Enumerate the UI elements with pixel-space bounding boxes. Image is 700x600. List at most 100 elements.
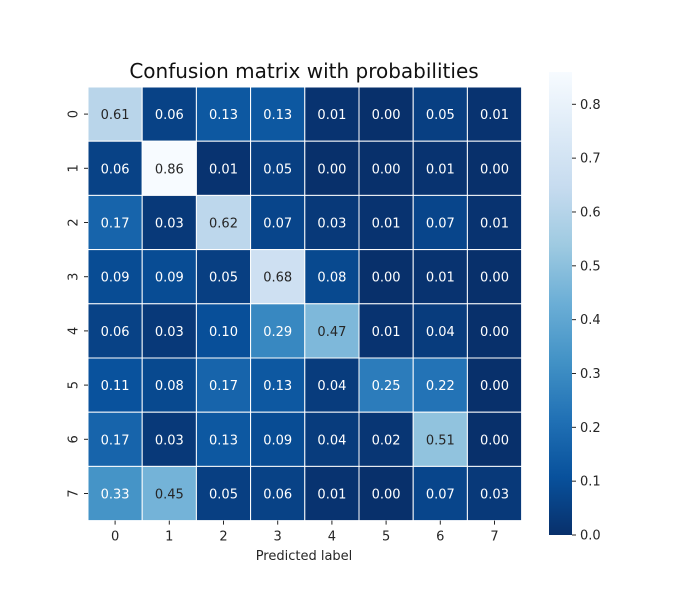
heatmap-cell-2-7: [466, 194, 523, 251]
heatmap-cell-5-4: [304, 357, 360, 413]
cell-value-label: 0.01: [372, 217, 401, 232]
x-tick-label: 6: [436, 530, 444, 545]
colorbar: [549, 72, 572, 535]
cell-value-label: 0.04: [317, 433, 346, 448]
heatmap-cell-1-1: [141, 140, 197, 196]
y-tick-label: 1: [67, 164, 82, 172]
heatmap-cell-6-1: [141, 411, 197, 467]
cell-value-label: 0.45: [155, 488, 184, 503]
heatmap-cells: 0.61 0.06 0.13 0.13 0.01 0.00 0.05 0.01 0.06 0.86…: [87, 86, 523, 522]
heatmap-cell-4-7: [466, 303, 523, 359]
heatmap-cell-2-1: [141, 194, 197, 251]
cell-value-label: 0.09: [263, 433, 292, 448]
cell-value-label: 0.05: [209, 271, 238, 286]
cell-value-label: 0.07: [426, 488, 455, 503]
cell-value-label: 0.68: [263, 271, 292, 286]
cell-value-label: 0.04: [317, 379, 346, 394]
y-tick-label: 5: [67, 381, 82, 389]
y-tick-label: 7: [67, 489, 82, 497]
cell-value-label: 0.29: [263, 325, 292, 340]
heatmap-cell-5-6: [412, 357, 468, 413]
cell-value-label: 0.06: [101, 325, 130, 340]
heatmap-cell-1-5: [358, 140, 414, 196]
cell-value-label: 0.61: [101, 108, 130, 123]
colorbar-tick-label: 0.5: [580, 259, 601, 274]
colorbar-axis: 0.0 0.1 0.2 0.3 0.4 0.5 0.6 0.7 0.8: [572, 98, 601, 544]
cell-value-label: 0.03: [155, 433, 184, 448]
heatmap-cell-0-7: [466, 86, 523, 142]
cell-value-label: 0.01: [317, 108, 346, 123]
cell-value-label: 0.10: [209, 325, 238, 340]
heatmap-cell-2-4: [304, 194, 360, 251]
x-tick-label: 3: [274, 530, 282, 545]
x-tick-label: 1: [165, 530, 173, 545]
cell-value-label: 0.09: [101, 271, 130, 286]
cell-value-label: 0.08: [155, 379, 184, 394]
cell-value-label: 0.06: [101, 162, 130, 177]
y-tick-label: 6: [67, 435, 82, 443]
heatmap-cell-5-7: [466, 357, 523, 413]
heatmap-cell-3-0: [87, 249, 143, 305]
cell-value-label: 0.08: [317, 271, 346, 286]
colorbar-tick-label: 0.6: [580, 205, 601, 220]
heatmap-cell-7-2: [195, 465, 252, 522]
cell-value-label: 0.11: [101, 379, 130, 394]
cell-value-label: 0.17: [209, 379, 238, 394]
cell-value-label: 0.01: [426, 162, 455, 177]
cell-value-label: 0.07: [263, 217, 292, 232]
heatmap-cell-0-2: [195, 86, 252, 142]
heatmap-cell-0-0: [87, 86, 143, 142]
x-axis: 0 1 2 3 4 5 6 7: [111, 520, 499, 545]
cell-value-label: 0.01: [317, 488, 346, 503]
y-tick-label: 0: [67, 110, 82, 118]
x-tick-label: 4: [328, 530, 336, 545]
heatmap-cell-1-7: [466, 140, 523, 196]
cell-value-label: 0.05: [263, 162, 292, 177]
heatmap-cell-7-4: [304, 465, 360, 522]
heatmap-cell-3-2: [195, 249, 252, 305]
heatmap-cell-6-0: [87, 411, 143, 467]
heatmap-cell-4-3: [250, 303, 306, 359]
heatmap-cell-2-2: [195, 194, 252, 251]
cell-value-label: 0.17: [101, 217, 130, 232]
cell-value-label: 0.00: [480, 433, 509, 448]
cell-value-label: 0.06: [155, 108, 184, 123]
cell-value-label: 0.17: [101, 433, 130, 448]
heatmap-cell-2-3: [250, 194, 306, 251]
colorbar-tick-label: 0.7: [580, 152, 601, 167]
heatmap-cell-4-4: [304, 303, 360, 359]
cell-value-label: 0.13: [209, 433, 238, 448]
colorbar-tick-label: 0.0: [580, 529, 601, 544]
cell-value-label: 0.22: [426, 379, 455, 394]
cell-value-label: 0.09: [155, 271, 184, 286]
colorbar-tick-label: 0.4: [580, 313, 601, 328]
cell-value-label: 0.01: [426, 271, 455, 286]
cell-value-label: 0.01: [480, 217, 509, 232]
colorbar-tick-label: 0.3: [580, 367, 601, 382]
cell-value-label: 0.13: [209, 108, 238, 123]
cell-value-label: 0.25: [372, 379, 401, 394]
cell-value-label: 0.04: [426, 325, 455, 340]
cell-value-label: 0.33: [101, 488, 130, 503]
cell-value-label: 0.03: [155, 325, 184, 340]
heatmap-cell-7-7: [466, 465, 523, 522]
heatmap-cell-3-4: [304, 249, 360, 305]
heatmap-cell-2-6: [412, 194, 468, 251]
cell-value-label: 0.03: [155, 217, 184, 232]
y-tick-label: 2: [67, 218, 82, 226]
heatmap-cell-5-1: [141, 357, 197, 413]
colorbar-tick-label: 0.1: [580, 475, 601, 490]
cell-value-label: 0.62: [209, 217, 238, 232]
cell-value-label: 0.00: [480, 379, 509, 394]
cell-value-label: 0.13: [263, 379, 292, 394]
cell-value-label: 0.13: [263, 108, 292, 123]
heatmap-cell-3-3: [250, 249, 306, 305]
heatmap-cell-0-5: [358, 86, 414, 142]
heatmap-cell-6-2: [195, 411, 252, 467]
heatmap-cell-2-5: [358, 194, 414, 251]
cell-value-label: 0.00: [372, 271, 401, 286]
x-tick-label: 5: [382, 530, 390, 545]
cell-value-label: 0.03: [317, 217, 346, 232]
colorbar-tick-label: 0.8: [580, 98, 601, 113]
cell-value-label: 0.47: [317, 325, 346, 340]
